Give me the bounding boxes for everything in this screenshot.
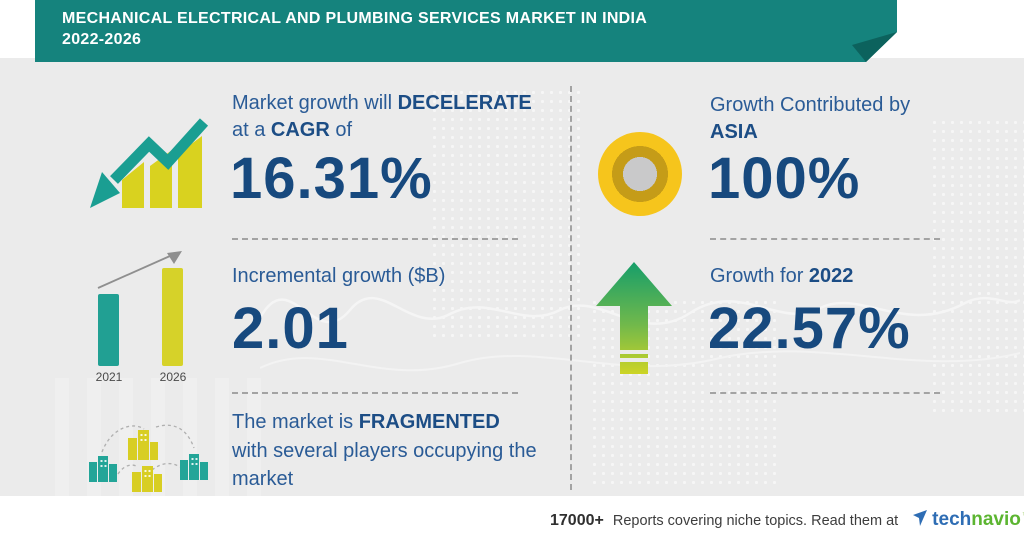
separator-left-2 [232, 392, 518, 394]
footer-band [0, 496, 1024, 536]
growth-2022-year: 2022 [808, 265, 854, 287]
fragmentation-text2: with several players occupying the [232, 439, 537, 462]
separator-right-2 [710, 392, 940, 394]
cagr-value: 16.31% [230, 146, 433, 211]
incremental-value: 2.01 [232, 296, 349, 361]
bg-dot-map-texture [430, 88, 580, 338]
page-title: MECHANICAL ELECTRICAL AND PLUMBING SERVI… [62, 8, 647, 50]
asia-region: ASIA [710, 121, 758, 143]
fragmentation-text3: market [232, 468, 294, 490]
report-count: 17000+ [550, 512, 604, 529]
incremental-bars-icon [97, 251, 183, 366]
bar-year-2026: 2026 [159, 370, 187, 384]
growth-up-arrow-icon [596, 262, 672, 374]
technavio-logo: technavio™ [912, 507, 1024, 531]
asia-100-percent-donut-icon [598, 132, 682, 216]
cagr-label-decelerate: DECELERATE [397, 92, 532, 114]
separator-left-1 [232, 238, 518, 240]
cagr-label-text: Market growth will [232, 92, 398, 114]
fragmented-market-buildings-icon [89, 424, 208, 492]
page-title-line1: MECHANICAL ELECTRICAL AND PLUMBING SERVI… [62, 10, 648, 27]
bg-dot-map-texture [930, 118, 1024, 418]
fragmentation-label: The market is FRAGMENTED with several pl… [232, 408, 537, 494]
bg-wave-lines [260, 296, 1020, 372]
asia-value: 100% [708, 146, 861, 211]
incremental-label: Incremental growth ($B) [232, 265, 446, 287]
page-title-line2: 2022-2026 [62, 31, 142, 48]
header-ribbon [35, 0, 897, 62]
technavio-logo-navio: navio [971, 509, 1021, 530]
cagr-label-cagr: CAGR [270, 119, 330, 141]
fragmentation-bold: FRAGMENTED [358, 411, 500, 433]
column-divider [570, 86, 572, 490]
growth-2022-value: 22.57% [708, 296, 911, 361]
asia-label: Growth Contributed by ASIA [710, 92, 910, 146]
growth-2022-label: Growth for 2022 [710, 263, 853, 290]
cagr-label-text2: at a [232, 119, 271, 141]
technavio-logo-tm: ™ [1022, 511, 1024, 520]
asia-label-text: Growth Contributed by [710, 94, 911, 116]
bar-year-2021: 2021 [95, 370, 123, 384]
footer: 17000+ Reports covering niche topics. Re… [550, 507, 1024, 531]
technavio-sail-icon [913, 510, 928, 526]
cagr-label-text3: of [329, 119, 353, 141]
technavio-logo-tech: tech [932, 509, 972, 530]
separator-right-1 [710, 238, 940, 240]
footer-tagline: Reports covering niche topics. Read them… [612, 513, 899, 529]
declining-chart-icon [90, 118, 208, 208]
cagr-label: Market growth will DECELERATE at a CAGR … [232, 90, 532, 144]
growth-2022-text: Growth for [710, 265, 809, 287]
fragmentation-text1: The market is [232, 411, 359, 433]
